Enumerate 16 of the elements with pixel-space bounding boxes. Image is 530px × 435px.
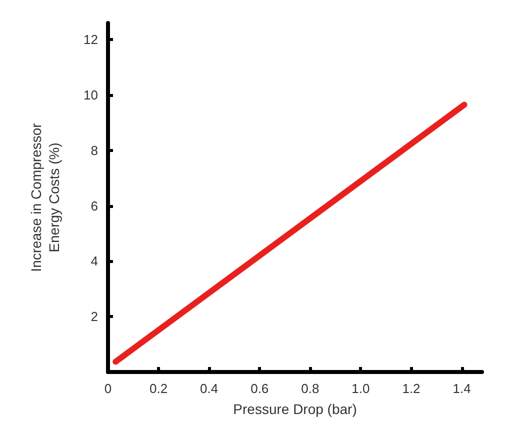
x-tick-label: 1.0 bbox=[352, 381, 370, 396]
x-axis-title: Pressure Drop (bar) bbox=[233, 401, 357, 417]
y-tick-label: 6 bbox=[90, 198, 98, 214]
x-tick-label: 0.4 bbox=[200, 381, 218, 396]
y-tick-label: 12 bbox=[84, 32, 98, 48]
y-tick-label: 2 bbox=[90, 309, 98, 324]
x-tick-label: 1.4 bbox=[452, 381, 471, 396]
y-tick-label: 4 bbox=[90, 254, 98, 269]
x-tick-label: 0.8 bbox=[301, 381, 320, 396]
x-tick-label: 0 bbox=[104, 381, 112, 396]
x-tick-label: 0.2 bbox=[150, 381, 168, 396]
y-tick-label: 10 bbox=[84, 88, 98, 103]
y-axis-title: Increase in Compressor Energy Costs (%) bbox=[28, 122, 62, 272]
y-tick-label: 8 bbox=[90, 142, 98, 158]
x-tick-label: 0.6 bbox=[250, 381, 269, 396]
x-tick-label: 1.2 bbox=[402, 381, 420, 396]
